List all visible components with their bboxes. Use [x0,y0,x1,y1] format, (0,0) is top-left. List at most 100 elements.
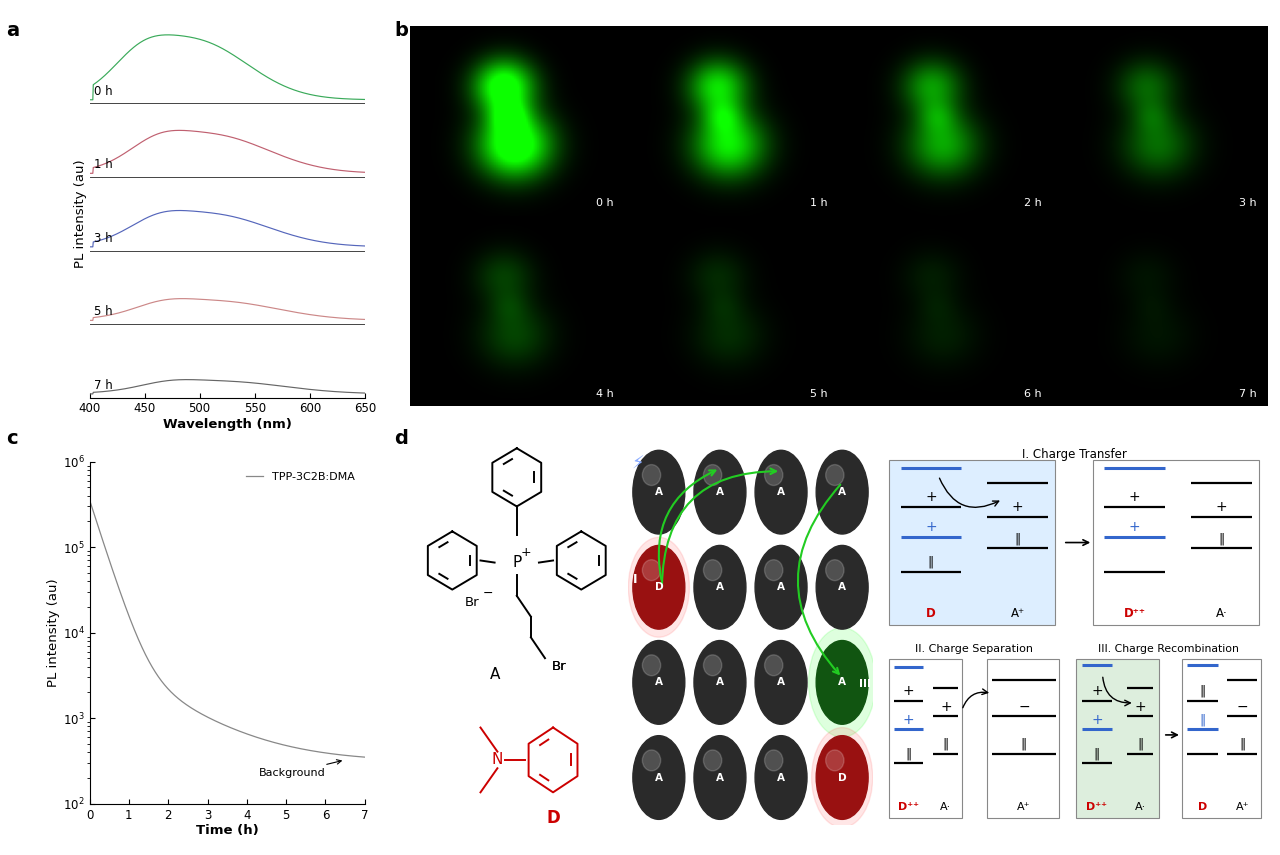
Text: I: I [634,573,637,586]
Y-axis label: PL intensity (au): PL intensity (au) [74,159,87,268]
TPP-3C2B:DMA [357,752,372,763]
TPP-3C2B:DMA [352,752,367,762]
Ellipse shape [632,640,685,724]
Text: A: A [655,677,663,687]
Text: −: − [483,587,493,600]
Text: A: A [838,582,846,593]
Text: D⁺⁺: D⁺⁺ [899,803,919,812]
Text: 7 h: 7 h [93,379,113,392]
Ellipse shape [632,451,685,534]
Text: +: + [902,685,914,699]
Ellipse shape [755,735,806,819]
TPP-3C2B:DMA [114,589,129,599]
Ellipse shape [826,750,844,771]
Text: A·: A· [941,803,951,812]
Text: D: D [838,773,846,782]
TPP-3C2B:DMA [129,632,145,642]
Text: Br: Br [465,596,480,609]
Text: +: + [1134,699,1146,714]
Ellipse shape [817,640,868,724]
Text: 3 h: 3 h [93,232,113,245]
Text: D⁺⁺: D⁺⁺ [1124,607,1146,621]
Text: +: + [940,699,952,714]
Ellipse shape [764,750,783,771]
FancyBboxPatch shape [1076,659,1160,818]
Ellipse shape [694,640,746,724]
Text: ⚡: ⚡ [631,454,644,472]
Text: A⁺: A⁺ [1011,607,1025,621]
Text: I. Charge Transfer: I. Charge Transfer [1021,448,1126,461]
Text: 6 h: 6 h [1024,388,1042,398]
Ellipse shape [764,464,783,486]
Text: ‖: ‖ [1137,738,1143,751]
Ellipse shape [817,735,868,819]
FancyBboxPatch shape [890,659,961,818]
Text: ‖: ‖ [1219,532,1225,545]
Ellipse shape [826,464,844,486]
FancyBboxPatch shape [1181,659,1261,818]
Text: A: A [716,773,724,782]
Ellipse shape [694,735,746,819]
Ellipse shape [755,545,806,629]
Text: +: + [1091,713,1102,727]
Text: A: A [838,677,846,687]
Text: Br: Br [552,660,567,673]
Text: Br: Br [552,660,567,673]
Text: 4 h: 4 h [595,388,613,398]
TPP-3C2B:DMA [200,711,215,722]
Ellipse shape [817,451,868,534]
Text: A: A [777,487,785,497]
Text: A: A [489,667,499,682]
TPP-3C2B:DMA [187,705,202,716]
Text: A: A [716,487,724,497]
Text: 7 h: 7 h [1239,388,1257,398]
Ellipse shape [632,735,685,819]
Text: ‖: ‖ [905,747,911,760]
Text: a: a [6,21,19,40]
TPP-3C2B:DMA [323,748,338,758]
Text: ‖: ‖ [1020,738,1027,751]
TPP-3C2B:DMA [82,495,97,505]
Ellipse shape [817,545,868,629]
Text: ‖: ‖ [1239,738,1245,751]
Ellipse shape [704,750,722,771]
Ellipse shape [704,464,722,486]
Ellipse shape [643,655,660,675]
Ellipse shape [694,545,746,629]
Text: ‖: ‖ [928,556,934,569]
Text: D⁺⁺: D⁺⁺ [1087,803,1107,812]
Text: −: − [1018,699,1029,714]
Ellipse shape [632,545,685,629]
Text: A: A [777,677,785,687]
Ellipse shape [812,728,873,828]
Ellipse shape [755,451,806,534]
Ellipse shape [694,451,746,534]
Ellipse shape [643,560,660,581]
Text: +: + [1129,490,1140,504]
Text: 5 h: 5 h [93,305,113,318]
Text: −: − [1236,699,1248,714]
Text: 2 h: 2 h [1024,198,1042,209]
FancyBboxPatch shape [1093,460,1260,625]
Text: +: + [521,545,531,558]
Text: D: D [547,809,559,827]
Text: +: + [902,713,914,727]
Text: D: D [654,582,663,593]
Text: II. Charge Separation: II. Charge Separation [915,645,1033,654]
Text: d: d [394,429,408,448]
Text: ‖: ‖ [1199,685,1206,698]
Text: P: P [512,555,521,570]
Text: N: N [492,752,503,768]
Text: II: II [735,446,744,459]
X-axis label: Time (h): Time (h) [196,824,259,837]
X-axis label: Wavelength (nm): Wavelength (nm) [163,418,292,431]
Text: A: A [655,773,663,782]
Text: A⁺: A⁺ [1235,803,1249,812]
FancyBboxPatch shape [890,460,1056,625]
Text: Background: Background [259,760,342,778]
Text: A: A [655,487,663,497]
Text: +: + [1216,500,1228,514]
Text: 0 h: 0 h [595,198,613,209]
Text: +: + [925,490,937,504]
Ellipse shape [826,560,844,581]
